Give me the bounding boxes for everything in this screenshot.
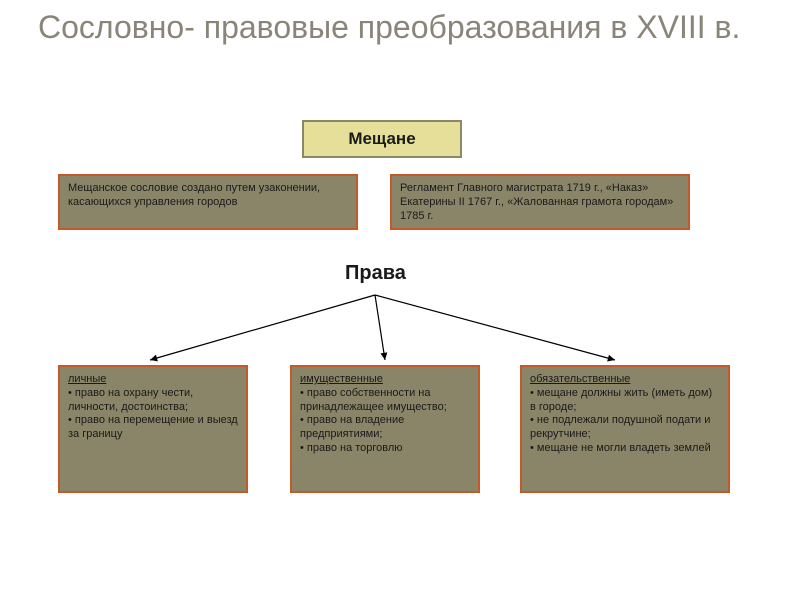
bottom-box-line: • право собственности на принадлежащее и… bbox=[300, 387, 470, 415]
top-box-left-text: Мещанское сословие создано путем узаконе… bbox=[68, 182, 320, 208]
bottom-box-line: • не подлежали подушной подати и рекрутч… bbox=[530, 414, 720, 442]
bottom-box-line: • мещане не могли владеть землей bbox=[530, 442, 720, 456]
top-box-right-text: Регламент Главного магистрата 1719 г., «… bbox=[400, 182, 673, 222]
bottom-box-1: имущественные• право собственности на пр… bbox=[290, 365, 480, 493]
mid-heading: Права bbox=[345, 262, 406, 285]
bottom-box-title: обязательственные bbox=[530, 373, 720, 387]
bottom-box-line: • право на торговлю bbox=[300, 442, 470, 456]
slide-title: Сословно- правовые преобразования в XVII… bbox=[38, 10, 758, 46]
slide: Сословно- правовые преобразования в XVII… bbox=[0, 0, 800, 600]
bottom-box-title: имущественные bbox=[300, 373, 470, 387]
bottom-box-line: • мещане должны жить (иметь дом) в город… bbox=[530, 387, 720, 415]
bottom-box-title: личные bbox=[68, 373, 238, 387]
arrows-svg bbox=[0, 0, 800, 600]
bottom-box-line: • право на охрану чести, личности, досто… bbox=[68, 387, 238, 415]
bottom-box-line: • право на владение предприятиями; bbox=[300, 414, 470, 442]
bottom-box-line: • право на перемещение и выезд за границ… bbox=[68, 414, 238, 442]
bottom-box-2: обязательственные• мещане должны жить (и… bbox=[520, 365, 730, 493]
top-box-right: Регламент Главного магистрата 1719 г., «… bbox=[390, 174, 690, 230]
top-heading-box: Мещане bbox=[302, 120, 462, 158]
bottom-box-0: личные• право на охрану чести, личности,… bbox=[58, 365, 248, 493]
top-heading-text: Мещане bbox=[348, 128, 415, 149]
top-box-left: Мещанское сословие создано путем узаконе… bbox=[58, 174, 358, 230]
